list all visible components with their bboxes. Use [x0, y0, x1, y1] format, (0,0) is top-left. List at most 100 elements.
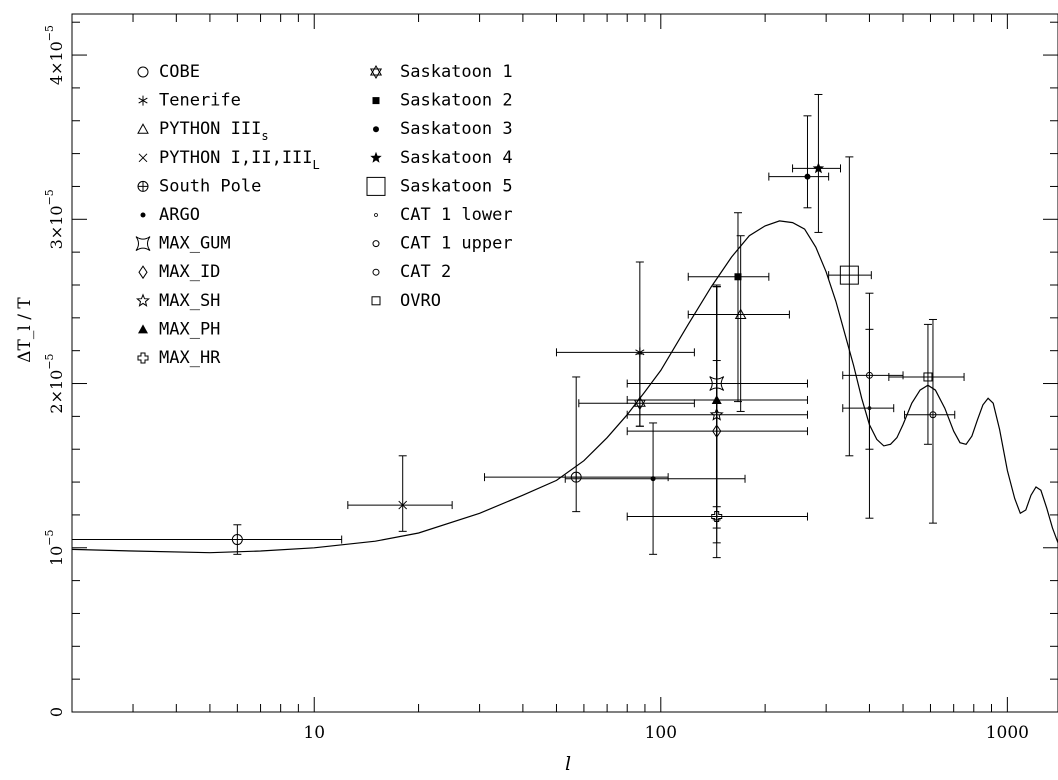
y-axis-label: ΔT_l / T: [15, 297, 35, 363]
point-marker: [839, 265, 859, 285]
data-point: [687, 235, 790, 412]
legend-marker: [371, 296, 381, 306]
data-point: [347, 455, 453, 532]
y-tick-label: 0: [47, 707, 66, 717]
legend-marker: [140, 212, 146, 218]
legend-label: Saskatoon 2: [400, 91, 513, 111]
legend-label: ARGO: [159, 205, 200, 225]
legend-label: Saskatoon 1: [400, 62, 513, 82]
legend-label: CAT 2: [400, 262, 451, 282]
legend-item: Saskatoon 1: [369, 62, 513, 82]
legend-label: MAX_SH: [159, 291, 220, 311]
data-point: [626, 286, 808, 559]
x-tick-label: 10: [303, 723, 325, 743]
point-marker: [734, 308, 747, 320]
y-tick-label: 10−5: [43, 529, 66, 566]
point-marker: [398, 500, 408, 510]
legend-item: Tenerife: [138, 91, 241, 111]
legend-item: COBE: [137, 62, 200, 82]
legend-marker: [372, 240, 380, 248]
point-marker: [711, 511, 723, 523]
data-point: [792, 93, 841, 233]
data-point: [687, 212, 770, 403]
legend: COBE Tenerife PYTHON IIIs PYTHON I,II,IIIL S…: [135, 62, 513, 368]
point-marker: [865, 371, 873, 379]
data-point: [484, 376, 669, 513]
data-points-layer: [71, 93, 965, 559]
x-tick-label: 1000: [986, 723, 1029, 743]
data-point: [768, 115, 830, 209]
legend-label: MAX_PH: [159, 319, 220, 339]
point-marker: [804, 173, 811, 180]
legend-marker: [366, 176, 386, 196]
legend-marker: [138, 95, 148, 106]
legend-item: CAT 2: [372, 262, 451, 282]
y-tick-label: 4×10−5: [43, 25, 66, 85]
point-marker: [570, 471, 582, 483]
legend-label: MAX_HR: [159, 348, 221, 368]
legend-label: Saskatoon 5: [400, 176, 513, 196]
legend-label: Saskatoon 3: [400, 119, 513, 139]
legend-marker: [137, 352, 149, 364]
legend-marker: [138, 153, 148, 163]
data-point: [626, 284, 808, 529]
legend-marker: [137, 123, 149, 134]
point-marker: [923, 372, 933, 382]
legend-item: MAX_HR: [137, 348, 221, 368]
x-tick-label: 100: [645, 723, 677, 743]
legend-marker: [136, 293, 150, 307]
legend-item: MAX_SH: [136, 291, 220, 311]
data-point: [888, 323, 965, 445]
legend-label: MAX_ID: [159, 262, 220, 282]
legend-item: CAT 1 lower: [374, 205, 513, 225]
legend-item: MAX_PH: [138, 319, 220, 339]
legend-item: Saskatoon 2: [372, 91, 513, 111]
legend-marker: [135, 236, 151, 252]
legend-label: OVRO: [400, 291, 441, 311]
data-point: [842, 328, 895, 519]
legend-item: MAX_GUM: [135, 234, 231, 254]
legend-marker: [369, 65, 383, 79]
point-marker: [709, 376, 725, 391]
legend-marker: [137, 180, 149, 192]
plot-frame: [71, 13, 1058, 713]
data-point: [828, 156, 872, 457]
data-point: [578, 353, 695, 427]
legend-marker: [372, 268, 380, 276]
legend-marker: [138, 324, 148, 334]
legend-label: PYTHON IIIs: [159, 119, 269, 143]
tick-labels: 10 100 1000 0 10−5 2×10−5 3×10−5 4×10−5: [43, 25, 1029, 743]
data-point: [626, 286, 808, 544]
data-point: [71, 524, 343, 555]
legend-label: Tenerife: [159, 91, 241, 111]
legend-item: Saskatoon 3: [373, 119, 513, 139]
legend-item: PYTHON I,II,IIIL: [138, 148, 320, 172]
legend-item: ARGO: [140, 205, 200, 225]
legend-item: Saskatoon 5: [366, 176, 513, 196]
point-marker: [650, 476, 656, 482]
legend-label: CAT 1 lower: [400, 205, 513, 225]
legend-marker: [374, 213, 378, 217]
data-point: [626, 360, 808, 521]
point-marker: [231, 534, 243, 546]
legend-item: Saskatoon 4: [370, 148, 513, 168]
point-marker: [812, 162, 825, 174]
legend-item: OVRO: [371, 291, 441, 311]
legend-marker: [373, 126, 379, 133]
legend-label: South Pole: [159, 176, 261, 196]
legend-label: MAX_GUM: [159, 234, 231, 254]
axis-ticks: [71, 14, 1058, 713]
axes-box: [71, 13, 1058, 713]
legend-label: CAT 1 upper: [400, 234, 513, 254]
legend-marker: [372, 97, 380, 105]
data-point: [564, 422, 746, 555]
point-marker: [929, 411, 937, 419]
legend-item: CAT 1 upper: [372, 234, 513, 254]
data-point: [904, 318, 956, 524]
legend-label: COBE: [159, 62, 200, 82]
legend-item: South Pole: [137, 176, 261, 196]
legend-item: MAX_ID: [138, 262, 220, 282]
legend-marker: [370, 151, 382, 163]
data-point: [555, 261, 695, 427]
